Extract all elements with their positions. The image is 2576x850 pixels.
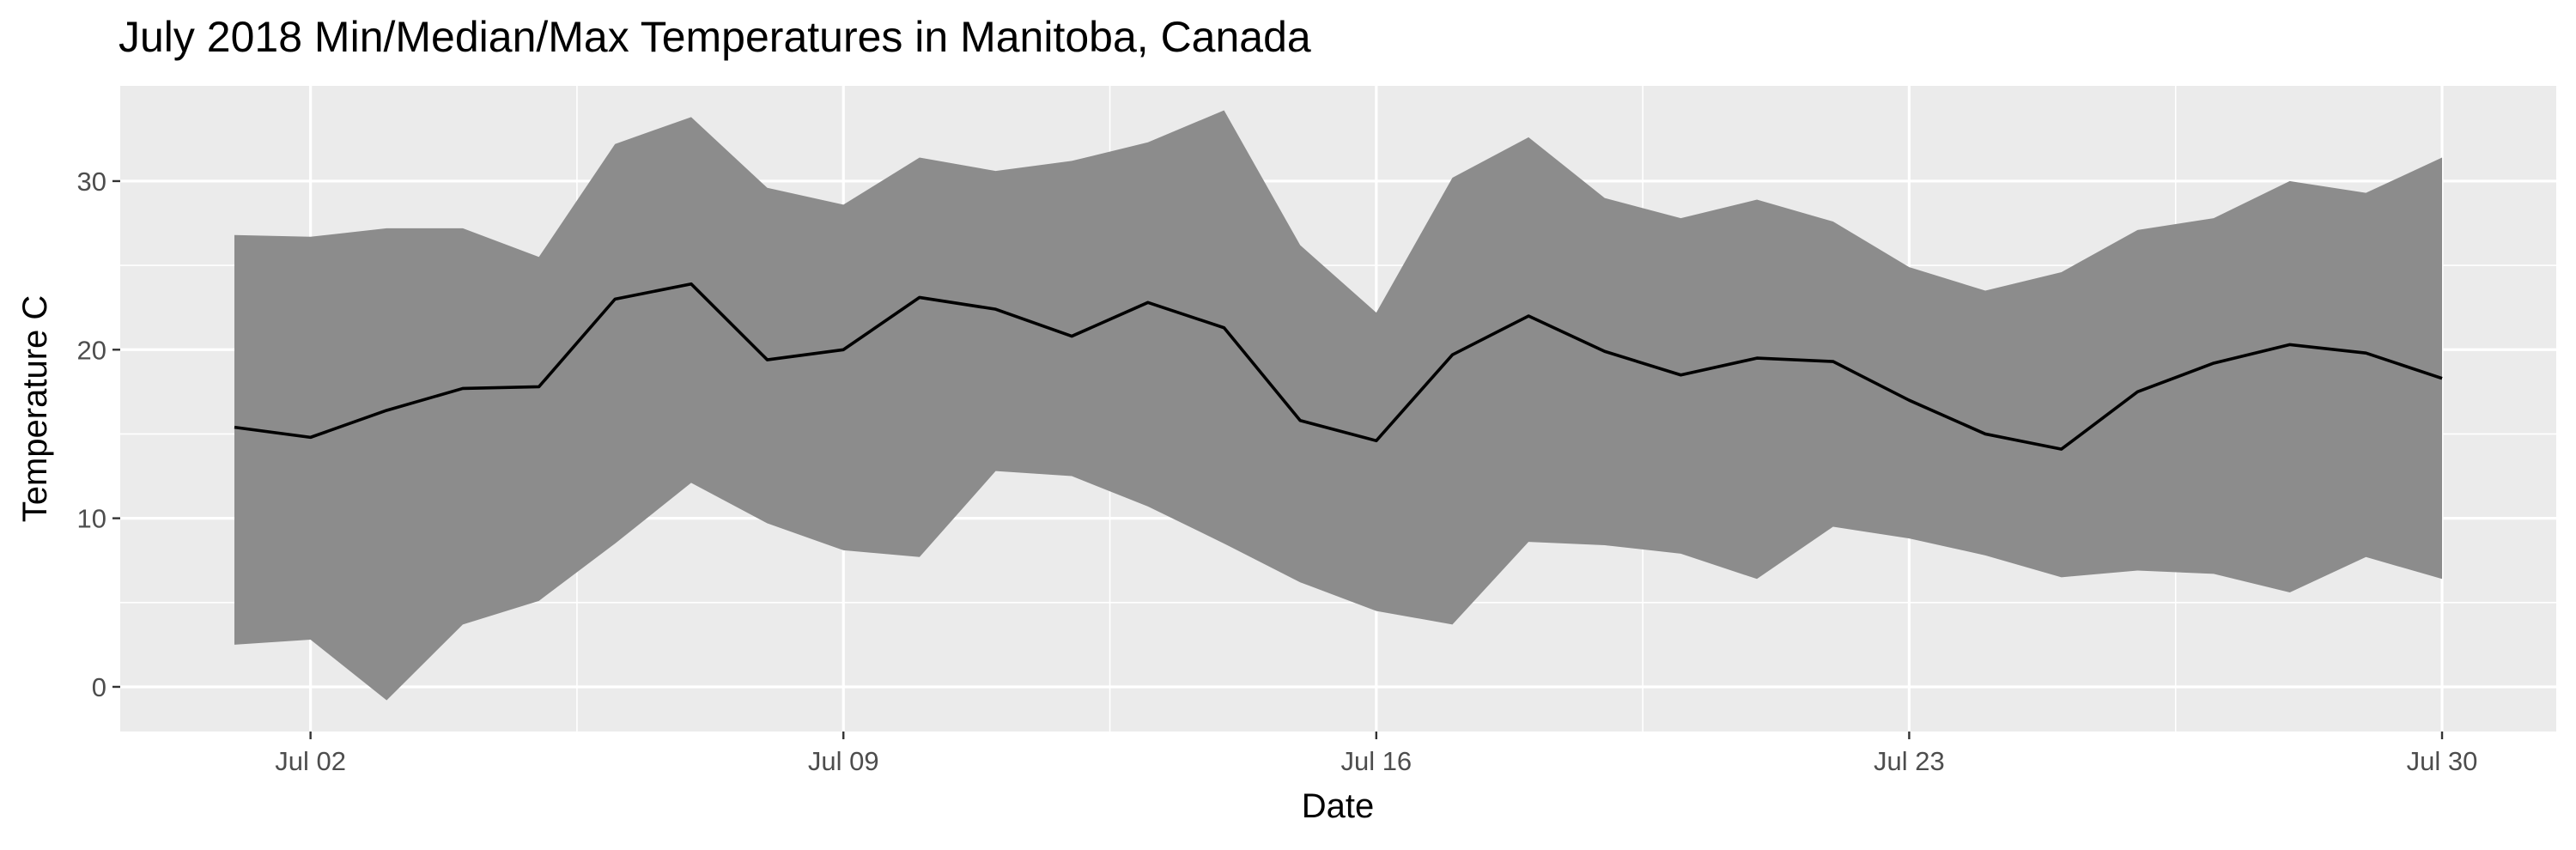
min-max-ribbon (234, 110, 2443, 701)
y-tick-label: 20 (77, 335, 106, 365)
y-axis: 0 10 20 30 (77, 167, 120, 702)
min-max-ribbon-layer (234, 110, 2443, 701)
chart-title: July 2018 Min/Median/Max Temperatures in… (118, 13, 1311, 61)
median-line-layer (234, 282, 2443, 451)
x-tick-label: Jul 30 (2407, 746, 2478, 776)
median-line (234, 282, 2443, 451)
y-tick-label: 10 (77, 504, 106, 534)
x-tick-label: Jul 23 (1874, 746, 1945, 776)
x-tick-label: Jul 16 (1340, 746, 1412, 776)
x-axis-title: Date (1302, 787, 1375, 825)
x-tick-label: Jul 09 (808, 746, 879, 776)
y-tick-label: 0 (92, 672, 106, 702)
y-axis-title: Temperature C (16, 295, 54, 523)
x-axis: Jul 02 Jul 09 Jul 16 Jul 23 Jul 30 (275, 732, 2477, 776)
x-tick-label: Jul 02 (275, 746, 346, 776)
y-tick-label: 30 (77, 167, 106, 197)
